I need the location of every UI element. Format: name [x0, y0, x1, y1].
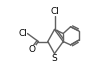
- Text: Cl: Cl: [50, 7, 59, 16]
- Text: Cl: Cl: [18, 29, 27, 38]
- Text: S: S: [52, 54, 57, 63]
- Text: O: O: [29, 45, 36, 54]
